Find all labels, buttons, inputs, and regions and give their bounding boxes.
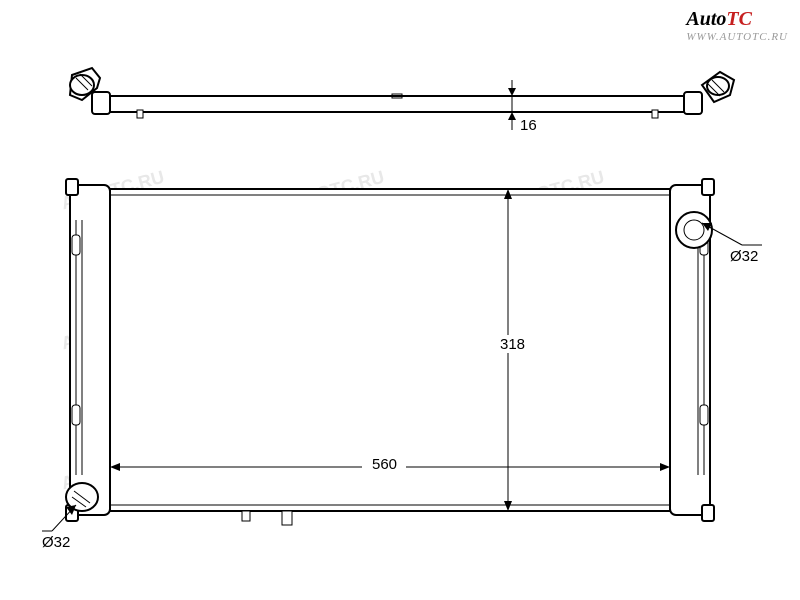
logo-tc: TC xyxy=(726,8,752,30)
logo-auto: Auto xyxy=(686,8,726,30)
radiator-front-view: 560 318 Ø32 Ø32 xyxy=(42,175,762,555)
dim-outlet: Ø32 xyxy=(42,534,70,551)
site-logo: AutoTC WWW.AUTOTC.RU xyxy=(686,8,788,43)
dim-height: 318 xyxy=(500,336,525,353)
logo-url: WWW.AUTOTC.RU xyxy=(686,31,788,43)
dim-inlet: Ø32 xyxy=(730,248,758,265)
radiator-top-view: 16 xyxy=(42,60,762,150)
dim-width: 560 xyxy=(372,456,397,473)
dim-thickness: 16 xyxy=(520,117,537,134)
